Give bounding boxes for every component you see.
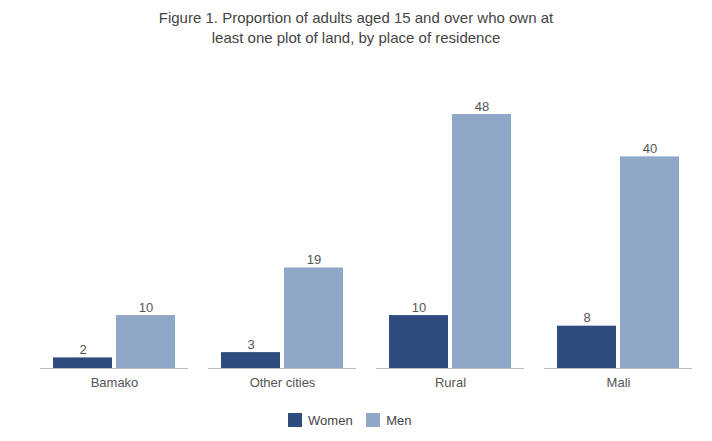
svg-text:40: 40 — [643, 141, 657, 156]
svg-text:10: 10 — [139, 299, 153, 314]
svg-text:3: 3 — [247, 336, 254, 351]
html-text:Women: Women — [308, 412, 353, 428]
svg-text:19: 19 — [307, 252, 321, 267]
html-text:Men: Men — [386, 412, 412, 428]
svg-text:48: 48 — [475, 98, 489, 113]
svg-text:Mali: Mali — [607, 374, 631, 389]
svg-text:Bamako: Bamako — [91, 374, 139, 389]
html-text:Figure 1. Proportion of adults: Figure 1. Proportion of adults aged 15 a… — [158, 9, 554, 47]
svg-text:Other cities: Other cities — [250, 374, 316, 389]
svg-text:Rural: Rural — [435, 374, 466, 389]
svg-text:10: 10 — [412, 299, 426, 314]
svg-text:8: 8 — [583, 310, 590, 325]
svg-text:2: 2 — [79, 342, 86, 357]
